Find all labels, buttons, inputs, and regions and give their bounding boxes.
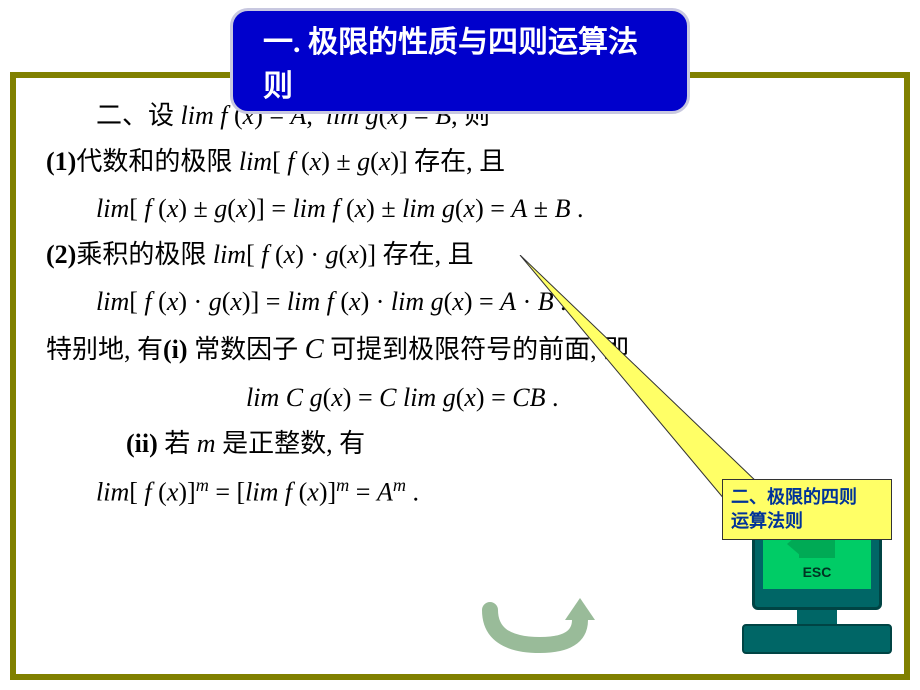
rule-1-equation: lim[ f (x) ± g(x)] = lim f (x) ± lim g(x… — [96, 191, 874, 227]
rule-i-equation: lim C g(x) = C lim g(x) = CB . — [246, 380, 874, 416]
esc-button[interactable]: ESC — [803, 564, 832, 580]
rule-2-header: (2)乘积的极限 lim[ f (x) · g(x)] 存在, 且 — [46, 237, 874, 273]
rule-2-label: (2) — [46, 240, 76, 269]
rule-ii-label: (ii) — [126, 429, 158, 458]
rule-ii-header: (ii) 若 m 是正整数, 有 — [126, 426, 874, 462]
callout-line-2: 运算法则 — [731, 510, 883, 533]
rule-i-header: 特别地, 有(i) 常数因子 C 可提到极限符号的前面, 即 — [46, 330, 874, 370]
monitor-stand-icon — [797, 610, 837, 624]
special-prefix: 特别地, 有 — [46, 335, 163, 364]
callout-line-1: 二、极限的四则 — [731, 486, 883, 509]
section-title-text: 一. 极限的性质与四则运算法则 — [263, 26, 638, 103]
section-title-banner: 一. 极限的性质与四则运算法则 — [230, 8, 690, 114]
rule-1-label: (1) — [46, 147, 76, 176]
keyboard-icon — [742, 624, 892, 654]
callout-label[interactable]: 二、极限的四则 运算法则 — [722, 479, 892, 540]
rule-2-equation: lim[ f (x) · g(x)] = lim f (x) · lim g(x… — [96, 284, 874, 320]
rule-i-label: (i) — [163, 335, 188, 364]
rule-1-header: (1)代数和的极限 lim[ f (x) ± g(x)] 存在, 且 — [46, 144, 874, 180]
